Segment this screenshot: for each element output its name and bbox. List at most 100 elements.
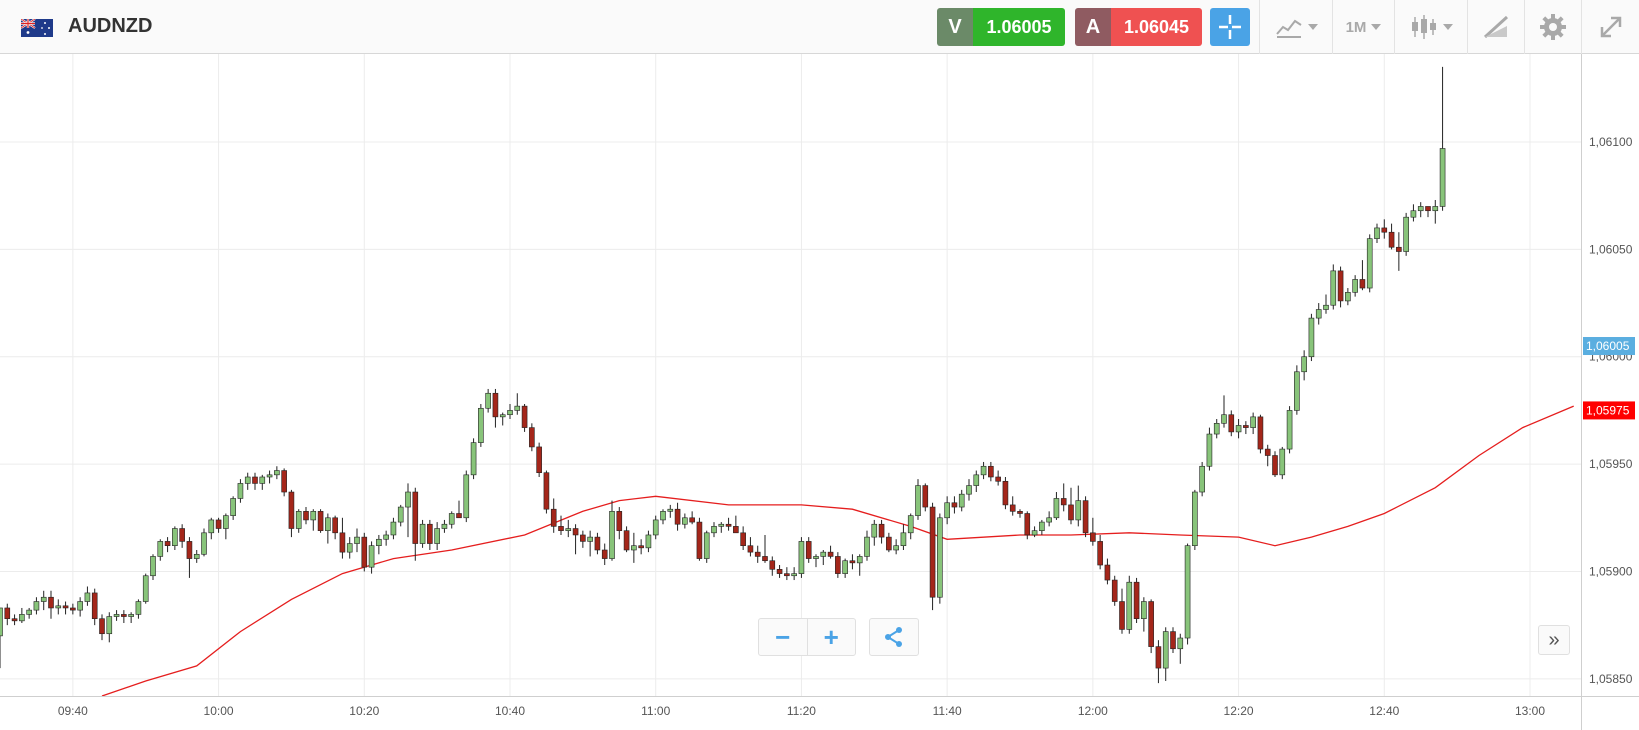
candle-up (346, 543, 353, 553)
candle-down (995, 476, 1001, 482)
price-chart[interactable]: 1,058501,059001,059501,060001,060501,061… (0, 54, 1639, 730)
candle-down (558, 526, 564, 531)
drawing-tools-button[interactable] (1467, 0, 1524, 54)
candle-up (1286, 410, 1293, 450)
candle-up (980, 465, 987, 476)
candle-up (1046, 517, 1052, 523)
fullscreen-button[interactable] (1581, 0, 1639, 54)
candle-down (1002, 480, 1009, 506)
candle-down (725, 523, 732, 527)
candle-up (1250, 416, 1256, 428)
candle-up (907, 515, 914, 534)
candle-up (1031, 530, 1038, 536)
candles-layer (0, 66, 1446, 684)
candle-down (951, 502, 958, 508)
candle-up (434, 528, 440, 544)
candle-up (1039, 521, 1045, 531)
candle-down (317, 511, 324, 531)
candle-down (1381, 227, 1388, 233)
candle-up (354, 536, 360, 544)
candle-up (703, 532, 710, 559)
candle-up (1315, 309, 1322, 319)
line-chart-icon (1275, 19, 1302, 38)
candle-up (40, 596, 47, 602)
candle-down (1148, 601, 1154, 647)
candle-down (1272, 455, 1278, 476)
candle-up (1162, 631, 1169, 669)
y-tick-label: 1,05950 (1589, 457, 1633, 471)
zoom-in-button[interactable]: + (823, 621, 839, 652)
candle-up (1294, 371, 1300, 411)
zoom-out-button[interactable]: − (759, 619, 808, 655)
y-tick-label: 1,05900 (1589, 564, 1633, 578)
candle-up (223, 515, 229, 529)
candle-up (587, 536, 593, 542)
candle-down (1170, 631, 1176, 650)
candle-down (580, 534, 586, 542)
buy-button[interactable]: A 1.06045 (1075, 8, 1202, 46)
candle-down (11, 618, 18, 622)
candle-up (295, 511, 302, 529)
moving-average-layer (101, 405, 1574, 697)
australia-flag-icon (21, 19, 53, 37)
candle-down (1111, 579, 1118, 602)
settings-button[interactable] (1524, 0, 1581, 54)
share-button[interactable] (869, 618, 919, 656)
candle-up (310, 511, 317, 521)
candle-down (303, 511, 309, 521)
candle-up (142, 575, 149, 602)
candle-down (1009, 504, 1016, 512)
candle-down (1104, 564, 1111, 581)
scroll-to-latest-button[interactable]: » (1538, 625, 1570, 655)
candle-down (288, 491, 295, 529)
bid-price-tag-bg (1583, 337, 1635, 356)
x-tick-label: 12:00 (1078, 704, 1108, 718)
candle-up (1177, 637, 1184, 650)
candle-up (1075, 500, 1082, 521)
candle-up (915, 485, 921, 516)
moving-average-line (101, 405, 1574, 697)
candle-up (1330, 270, 1337, 306)
candle-up (1323, 304, 1329, 310)
candle-up (1206, 433, 1213, 467)
candle-up (1213, 423, 1220, 435)
candle-up (1053, 498, 1060, 519)
candle-down (1257, 416, 1264, 450)
candle-up (937, 517, 943, 598)
candle-up (1366, 238, 1373, 289)
candle-up (201, 532, 207, 555)
candle-up (266, 474, 273, 478)
candle-down (616, 511, 623, 531)
candle-up (368, 545, 375, 568)
candle-up (973, 474, 980, 486)
candle-up (1352, 279, 1358, 293)
candle-up (514, 405, 521, 411)
candle-up (711, 526, 717, 534)
candle-up (1192, 491, 1198, 546)
timeframe-selector[interactable]: 1M (1332, 0, 1394, 54)
candle-down (754, 551, 761, 557)
candle-down (121, 614, 127, 617)
crosshair-button[interactable] (1210, 8, 1250, 46)
candle-down (878, 523, 885, 538)
candle-up (958, 493, 965, 508)
candle-up (864, 536, 870, 557)
candle-up (19, 614, 25, 622)
candle-down (601, 549, 608, 559)
candle-down (1090, 532, 1096, 542)
candle-style-selector[interactable] (1394, 0, 1467, 54)
candle-up (84, 592, 91, 602)
candle-down (281, 470, 287, 493)
candle-up (1279, 448, 1286, 476)
candle-up (842, 560, 848, 574)
candle-up (26, 609, 32, 615)
candle-down (521, 405, 528, 428)
sell-button[interactable]: V 1.06005 (937, 8, 1065, 46)
chart-type-selector[interactable] (1259, 0, 1332, 54)
candle-up (1410, 210, 1417, 218)
expand-icon (1600, 16, 1621, 38)
chevron-down-icon (1442, 24, 1453, 30)
candle-up (1301, 356, 1307, 373)
candle-up (660, 511, 666, 521)
